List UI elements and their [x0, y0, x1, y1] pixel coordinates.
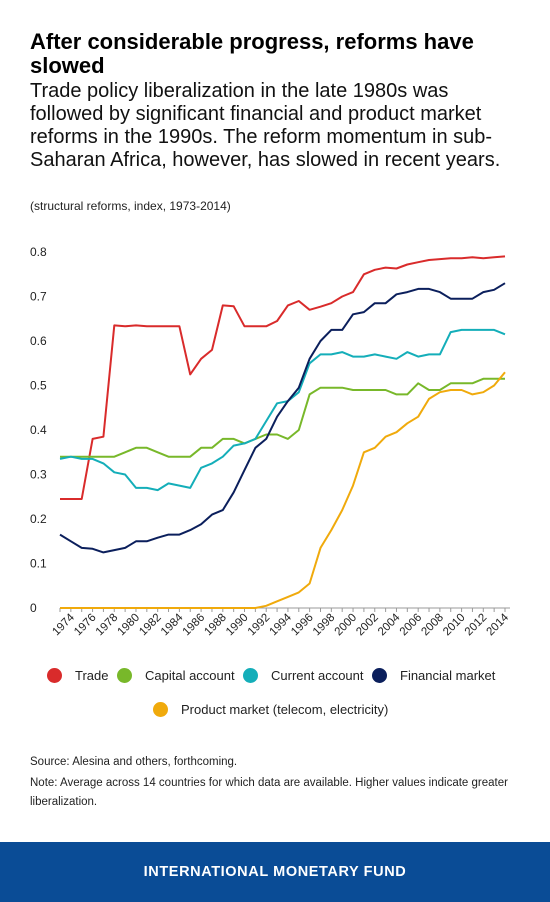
y-tick-label: 0 [30, 601, 37, 615]
x-tick-label: 1982 [137, 612, 164, 639]
x-tick-label: 2004 [376, 611, 403, 638]
footer-brand: INTERNATIONAL MONETARY FUND [143, 864, 407, 880]
x-tick-label: 1996 [289, 612, 316, 639]
x-tick-label: 1984 [159, 611, 186, 638]
y-tick-label: 0.8 [30, 245, 47, 259]
x-tick-label: 1976 [72, 612, 99, 639]
legend-swatch [117, 668, 132, 683]
legend-label: Current account [271, 668, 364, 683]
x-tick-label: 1988 [202, 612, 229, 639]
x-tick-label: 1990 [224, 612, 251, 639]
x-tick-label: 2008 [419, 612, 446, 639]
x-tick-label: 2000 [333, 612, 360, 639]
x-tick-label: 2010 [441, 612, 468, 639]
chart-title: After considerable progress, reforms hav… [30, 29, 474, 78]
x-tick-label: 2014 [485, 611, 512, 638]
series-lines [59, 255, 506, 609]
legend-item: Current account [243, 668, 364, 683]
x-tick-label: 1998 [311, 612, 338, 639]
y-tick-label: 0.4 [30, 423, 47, 437]
chart-unit-note: (structural reforms, index, 1973-2014) [30, 199, 231, 213]
x-tick-label: 1994 [267, 611, 294, 638]
x-tick-label: 2002 [354, 612, 381, 639]
x-tick-label: 1986 [181, 612, 208, 639]
x-tick-label: 1980 [116, 612, 143, 639]
x-tick-label: 1978 [94, 612, 121, 639]
legend-label: Trade [75, 668, 109, 683]
chart-subtitle: Trade policy liberalization in the late … [30, 80, 501, 171]
y-tick-label: 0.3 [30, 468, 47, 482]
legend-swatch [372, 668, 387, 683]
legend-item: Product market (telecom, electricity) [153, 702, 388, 717]
legend-row: Product market (telecom, electricity) [0, 702, 550, 722]
y-tick-label: 0.6 [30, 334, 47, 348]
x-tick-label: 2012 [463, 612, 490, 639]
legend-item: Trade [47, 668, 108, 683]
source-text: Source: Alesina and others, forthcoming. [30, 756, 238, 768]
legend-item: Financial market [372, 668, 495, 683]
series-line-current [59, 328, 506, 492]
x-tick-label: 2006 [398, 612, 425, 639]
legend-row: Trade Capital account Current account Finan… [0, 668, 550, 688]
series-line-capital [60, 377, 505, 458]
series-line-product [60, 371, 506, 609]
y-tick-label: 0.5 [30, 379, 47, 393]
x-axis-labels: 1974197619781980198219841986198819901992… [50, 611, 511, 638]
y-tick-label: 0.7 [30, 290, 47, 304]
footer-bar: INTERNATIONAL MONETARY FUND [0, 842, 550, 902]
line-chart: 00.10.20.30.40.50.60.70.8 19741976197819… [30, 245, 512, 638]
legend-swatch [47, 668, 62, 683]
legend-label: Financial market [400, 668, 496, 683]
note-text: Note: Average across 14 countries for wh… [30, 777, 508, 808]
legend-label: Product market (telecom, electricity) [181, 702, 389, 717]
y-tick-label: 0.2 [30, 512, 47, 526]
x-tick-label: 1992 [246, 612, 273, 639]
series-line-trade [60, 255, 506, 500]
legend-item: Capital account [117, 668, 235, 683]
y-axis-labels: 0 0.1 0.2 0.3 0.4 0.5 0.6 0.7 0.8 [30, 245, 47, 615]
series-line-financial [59, 282, 506, 554]
y-tick-label: 0.1 [30, 557, 47, 571]
legend-swatch [243, 668, 258, 683]
legend-swatch [153, 702, 168, 717]
x-tick-label: 1974 [50, 611, 77, 638]
legend-label: Capital account [145, 668, 235, 683]
